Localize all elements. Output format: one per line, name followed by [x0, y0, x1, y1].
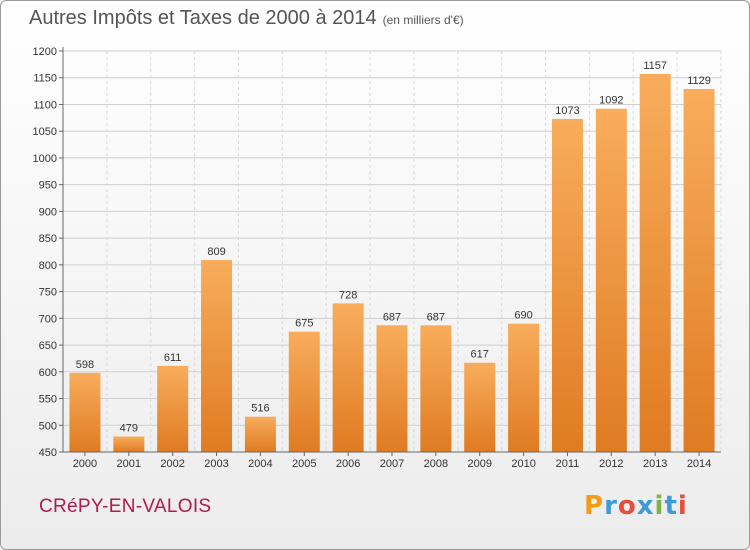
bars [69, 73, 715, 453]
logo-letter: i [654, 491, 665, 521]
data-label-2008: 687 [427, 311, 445, 323]
y-tick-label: 500 [39, 420, 57, 432]
logo-letter: o [617, 491, 637, 521]
bar-2000 [69, 372, 101, 452]
chart-title-text: Autres Impôts et Taxes de 2000 à 2014 [29, 7, 377, 29]
bar-2008 [420, 325, 452, 452]
y-tick-label: 850 [39, 233, 57, 245]
x-tick-label-2003: 2003 [204, 458, 228, 470]
data-label-2002: 611 [164, 352, 182, 364]
bar-2005 [288, 331, 320, 452]
logo-letter: r [604, 491, 618, 521]
data-labels: 598 479 611 809 516 675 728 687 687 617 690 1073 109… [76, 60, 711, 435]
x-tick-label-2014: 2014 [687, 458, 711, 470]
data-label-2004: 516 [251, 403, 269, 415]
y-tick-label: 1100 [33, 99, 57, 111]
x-tick-label-2009: 2009 [467, 458, 491, 470]
y-tick-label: 600 [39, 367, 57, 379]
y-tick-label: 700 [39, 313, 57, 325]
data-label-2000: 598 [76, 359, 94, 371]
bar-2011 [551, 118, 583, 453]
x-tick-label-2010: 2010 [511, 458, 535, 470]
data-label-2007: 687 [383, 311, 401, 323]
commune-name: CRéPY-EN-VALOIS [39, 496, 212, 517]
x-tick-label-2000: 2000 [73, 458, 97, 470]
bar-2003 [201, 260, 233, 452]
logo-letter: t [664, 491, 678, 521]
data-label-2006: 728 [339, 289, 357, 301]
data-label-2010: 690 [514, 310, 532, 322]
logo-letter: i [677, 491, 688, 521]
x-tick-label-2007: 2007 [380, 458, 404, 470]
chart-title: Autres Impôts et Taxes de 2000 à 2014 (en… [29, 7, 464, 30]
logo-letter: x [636, 491, 655, 521]
y-tick-label: 550 [39, 394, 57, 406]
bar-2004 [244, 416, 276, 452]
bar-2009 [464, 362, 496, 452]
axes: 450 500 550 600 650 700 750 800 850 900 950 1000 105… [33, 46, 721, 470]
y-tick-label: 950 [39, 180, 57, 192]
data-label-2011: 1073 [555, 105, 579, 117]
data-label-2001: 479 [120, 422, 138, 434]
data-label-2009: 617 [471, 349, 489, 361]
data-label-2013: 1157 [643, 60, 667, 72]
x-tick-label-2012: 2012 [599, 458, 623, 470]
y-tick-label: 900 [39, 206, 57, 218]
x-tick-label-2011: 2011 [556, 458, 580, 470]
data-label-2012: 1092 [599, 95, 623, 107]
y-tick-label: 1200 [33, 46, 57, 58]
bar-2002 [157, 365, 189, 452]
x-tick-label-2008: 2008 [424, 458, 448, 470]
y-tick-label: 450 [39, 447, 57, 459]
x-tick-label-2013: 2013 [643, 458, 667, 470]
chart-subtitle: (en milliers d'€) [382, 13, 464, 27]
y-tick-label: 1050 [33, 126, 57, 138]
y-tick-label: 750 [39, 287, 57, 299]
bar-2012 [595, 108, 627, 452]
data-label-2003: 809 [207, 246, 225, 258]
data-label-2005: 675 [295, 318, 313, 330]
bar-2010 [508, 323, 540, 452]
x-tick-label-2005: 2005 [292, 458, 316, 470]
bar-2013 [639, 73, 671, 453]
logo-letter: P [584, 491, 605, 521]
bar-2001 [113, 436, 145, 452]
bar-2007 [376, 325, 408, 452]
y-tick-label: 800 [39, 260, 57, 272]
x-tick-label-2002: 2002 [160, 458, 184, 470]
y-tick-label: 1150 [33, 73, 57, 85]
bar-2014 [683, 88, 715, 452]
x-tick-label-2006: 2006 [336, 458, 360, 470]
data-label-2014: 1129 [687, 75, 711, 87]
y-tick-label: 1000 [33, 153, 57, 165]
x-tick-label-2001: 2001 [117, 458, 141, 470]
proxiti-logo[interactable]: Proxiti [584, 491, 688, 521]
bar-2006 [332, 303, 364, 452]
x-tick-label-2004: 2004 [248, 458, 272, 470]
y-tick-label: 650 [39, 340, 57, 352]
